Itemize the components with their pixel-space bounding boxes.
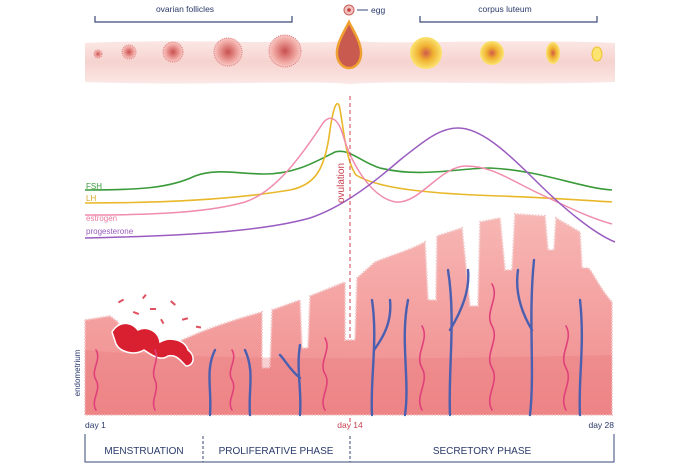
follicle-4 <box>213 37 243 67</box>
menstruation-label: MENSTRUATION <box>104 446 183 457</box>
fsh-label: FSH <box>86 182 102 191</box>
secretory-phase-label: SECRETORY PHASE <box>433 446 532 457</box>
ovulation-label: ovulation <box>336 163 347 203</box>
fsh-curve <box>84 150 613 191</box>
follicles <box>93 19 363 70</box>
arteries <box>93 283 570 411</box>
proliferative-phase-label: PROLIFERATIVE PHASE <box>219 446 334 457</box>
estrogen-label: estrogen <box>86 214 117 223</box>
shed-fragments <box>117 294 202 329</box>
progesterone-curve <box>84 127 616 243</box>
endometrium-base <box>85 350 612 415</box>
corpus-luteum-2 <box>480 41 504 65</box>
egg-nucleus <box>347 8 351 12</box>
day-1-label: day 1 <box>85 420 106 430</box>
ovarian-follicles-label: ovarian follicles <box>156 4 214 14</box>
ovarian-follicles-bracket <box>94 16 293 23</box>
progesterone-label: progesterone <box>86 227 134 236</box>
corpus-luteum-bracket <box>419 16 598 23</box>
ruptured-follicle <box>335 19 363 70</box>
follicle-5 <box>268 34 302 68</box>
follicle-2 <box>121 44 137 60</box>
endometrium-tissue <box>84 212 613 416</box>
corpus-luteum-label: corpus luteum <box>478 4 531 14</box>
veins <box>208 258 584 417</box>
ovary-section: ovarian follicles egg corpus luteum <box>85 4 615 84</box>
hormone-chart: FSH LH estrogen progesterone ovulation <box>84 96 616 424</box>
day-markers: day 1 day 14 day 28 <box>85 420 614 430</box>
corpus-luteum-3 <box>546 42 560 64</box>
corpus-luteum-1 <box>410 37 442 69</box>
endometrium-label: endometrium <box>73 349 82 396</box>
follicle-3 <box>162 41 184 63</box>
corpus-luteum-stages <box>410 37 603 69</box>
lh-curve <box>84 103 613 204</box>
menstrual-shedding <box>111 322 194 367</box>
phase-bar: MENSTRUATION PROLIFERATIVE PHASE SECRETO… <box>84 434 615 463</box>
corpus-luteum-4 <box>591 46 603 62</box>
day-14-label: day 14 <box>337 420 363 430</box>
egg-label: egg <box>371 5 385 15</box>
lh-label: LH <box>86 194 96 203</box>
endometrium-section: endometrium <box>73 212 613 417</box>
day-28-label: day 28 <box>588 420 614 430</box>
follicle-1 <box>93 49 103 59</box>
estrogen-curve <box>84 117 613 225</box>
